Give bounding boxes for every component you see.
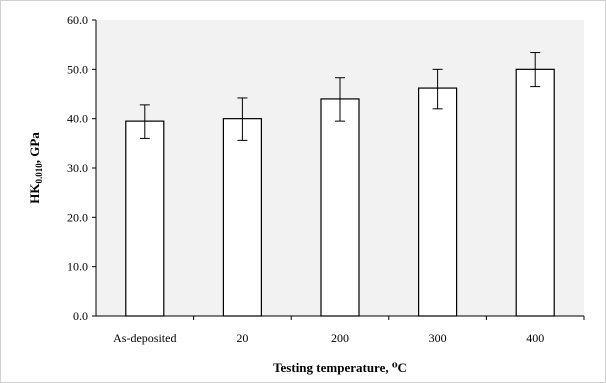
x-axis-ticks: As-deposited 20 200 300 400: [113, 316, 585, 345]
x-tick-label: 400: [526, 331, 544, 345]
bar: [320, 98, 360, 317]
y-axis-ticks: 0.0 10.0 20.0 30.0 40.0 50.0 60.0: [67, 13, 96, 323]
x-tick-label: As-deposited: [113, 331, 176, 345]
y-tick-label: 60.0: [67, 13, 88, 27]
bars: [125, 52, 555, 317]
y-tick-label: 20.0: [67, 210, 88, 224]
x-tick-label: 200: [331, 331, 349, 345]
y-axis-title: HK0.010, GPa: [27, 132, 44, 204]
bar: [418, 87, 458, 317]
bar: [125, 120, 165, 317]
bar: [515, 68, 555, 317]
y-tick-label: 50.0: [67, 62, 88, 76]
y-tick-label: 40.0: [67, 112, 88, 126]
y-axis-title-unit: , GPa: [27, 132, 42, 164]
y-tick-label: 0.0: [73, 309, 88, 323]
y-tick-label: 30.0: [67, 161, 88, 175]
y-tick-label: 10.0: [67, 260, 88, 274]
y-axis-title-subscript: 0.010: [34, 163, 44, 184]
x-tick-label: 20: [236, 331, 248, 345]
x-tick-label: 300: [429, 331, 447, 345]
x-axis-title: Testing temperature, ⁰C: [273, 360, 407, 375]
bar: [222, 118, 262, 317]
y-axis-title-main: HK: [27, 183, 42, 204]
